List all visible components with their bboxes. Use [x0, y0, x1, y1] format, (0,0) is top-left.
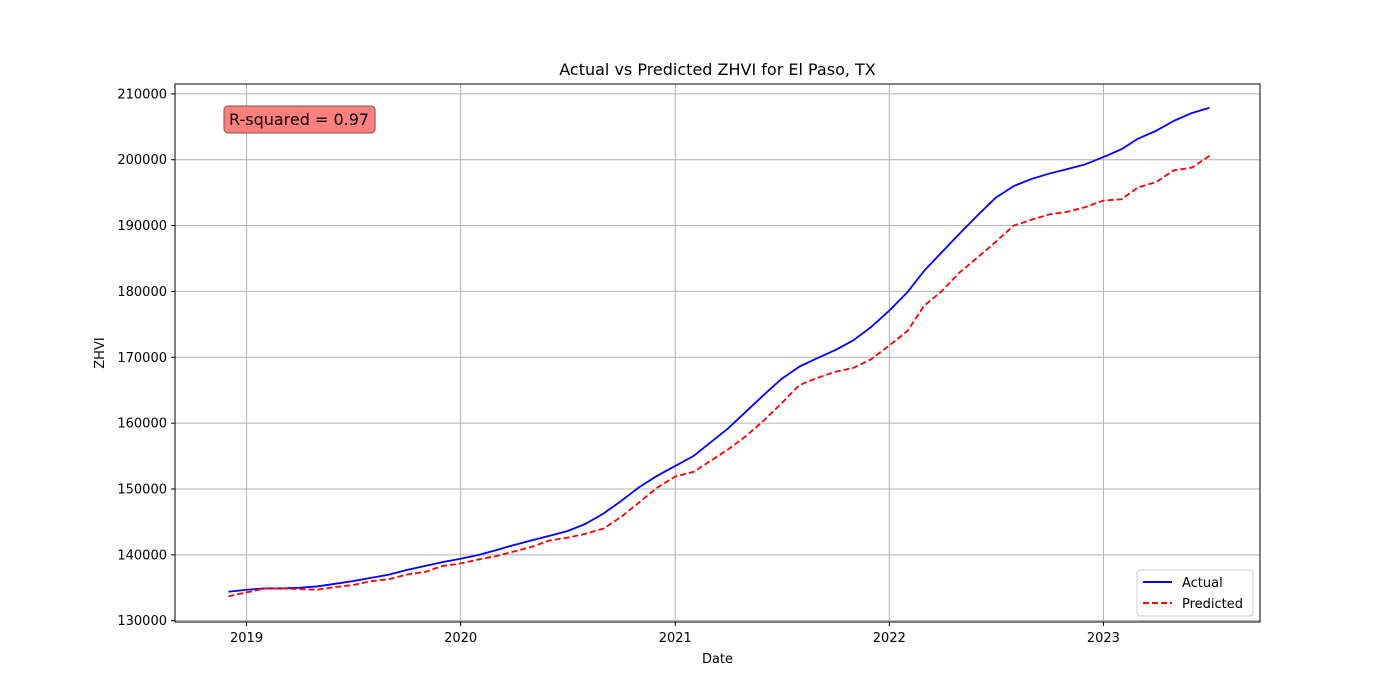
series-layer — [228, 106, 1211, 598]
series-line-predicted — [228, 155, 1211, 598]
y-tick-label: 140000 — [117, 548, 167, 563]
chart-title: Actual vs Predicted ZHVI for El Paso, TX — [559, 60, 876, 79]
x-tick-label: 2019 — [230, 631, 263, 646]
annotation-box — [223, 105, 376, 134]
x-axis-ticks: 2019 2020 2021 2022 2023 — [230, 622, 1120, 646]
x-tick-label: 2022 — [873, 631, 906, 646]
r-squared-annotation: R-squared = 0.97 — [223, 105, 376, 134]
series-line-actual — [228, 106, 1210, 593]
grid — [175, 84, 1260, 622]
y-tick-label: 190000 — [117, 219, 167, 234]
y-axis-label: ZHVI — [93, 337, 108, 368]
legend: Actual Predicted — [1136, 569, 1254, 617]
legend-label-actual: Actual — [1182, 576, 1223, 591]
y-tick-label: 210000 — [117, 87, 167, 102]
x-tick-label: 2023 — [1087, 631, 1120, 646]
x-tick-label: 2021 — [659, 631, 692, 646]
y-tick-label: 160000 — [117, 417, 167, 432]
y-tick-label: 180000 — [117, 285, 167, 300]
x-tick-label: 2020 — [444, 631, 477, 646]
legend-label-predicted: Predicted — [1182, 597, 1243, 612]
y-tick-label: 200000 — [117, 153, 167, 168]
y-axis-ticks: 130000 140000 150000 160000 170000 180000 1900… — [117, 87, 175, 629]
y-tick-label: 150000 — [117, 482, 167, 497]
y-tick-label: 130000 — [117, 614, 167, 629]
plot-frame — [174, 83, 1261, 623]
x-axis-label: Date — [702, 652, 733, 667]
y-tick-label: 170000 — [117, 351, 167, 366]
annotation-text: R-squared = 0.97 — [229, 110, 369, 129]
